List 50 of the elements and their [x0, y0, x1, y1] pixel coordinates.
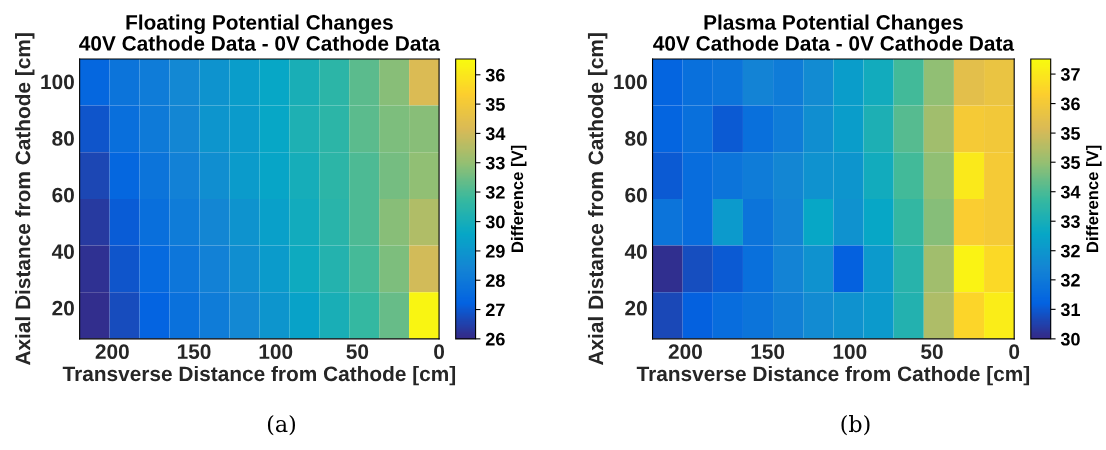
- y-axis-title: Axial Distance from Cathode [cm]: [15, 33, 35, 366]
- x-axis-title: Transverse Distance from Cathode [cm]: [636, 365, 1030, 386]
- y-tick-label: 20: [52, 300, 74, 316]
- chart-title: Plasma Potential Changes 40V Cathode Data - 0V Cathode Data: [653, 14, 1015, 51]
- color-bar-label: 27: [485, 303, 505, 317]
- text: (a): [267, 414, 296, 436]
- y-tick-label: 100: [41, 74, 74, 90]
- x-tick-label: 0: [434, 344, 445, 360]
- y-tick-label: 60: [52, 187, 74, 203]
- x-tick-label: 100: [259, 344, 293, 360]
- color-bar-label: 33: [1060, 215, 1080, 228]
- color-bar-label: 33: [485, 156, 505, 170]
- color-bar-title: Difference [V]: [510, 145, 527, 252]
- y-tick-label: 40: [51, 244, 74, 259]
- color-bar-label: 30: [1060, 332, 1080, 346]
- x-tick-label: 200: [95, 344, 129, 360]
- color-bar-label: 35: [485, 98, 505, 111]
- color-bar-label: 34: [1060, 185, 1081, 199]
- x-tick-label: 50: [346, 344, 369, 360]
- text: (b): [841, 414, 870, 436]
- y-tick-label: 20: [625, 300, 647, 316]
- y-tick-label: 80: [52, 131, 74, 146]
- color-bar-label: 32: [1060, 273, 1080, 287]
- x-tick-label: 0: [1009, 344, 1020, 360]
- color-bar-title: Difference [V]: [1086, 145, 1102, 252]
- y-tick-label: 60: [625, 187, 647, 203]
- y-axis-title: Axial Distance from Cathode [cm]: [587, 33, 608, 366]
- x-tick-label: 100: [833, 344, 867, 360]
- x-tick-label: 150: [751, 344, 785, 360]
- color-bar-label: 35: [1060, 156, 1080, 169]
- color-bar-label: 37: [1060, 68, 1080, 81]
- color-bar-label: 30: [485, 215, 505, 229]
- color-bar-label: 36: [485, 68, 505, 82]
- y-tick-label: 80: [625, 131, 647, 146]
- y-tick-label: 40: [624, 244, 647, 259]
- x-axis-title: Transverse Distance from Cathode [cm]: [62, 365, 456, 386]
- color-bar-label: 26: [485, 332, 505, 346]
- x-tick-label: 150: [177, 344, 211, 360]
- color-bar-label: 29: [485, 244, 505, 258]
- color-bar-label: 32: [1060, 244, 1080, 258]
- color-bar-label: 36: [1060, 97, 1080, 111]
- color-bar-label: 34: [485, 127, 506, 141]
- color-bar-label: 28: [485, 274, 505, 287]
- color-bar-label: 35: [1060, 127, 1080, 140]
- y-tick-label: 100: [614, 74, 647, 90]
- x-tick-label: 200: [668, 344, 702, 360]
- x-tick-label: 50: [921, 344, 943, 360]
- chart-title: Floating Potential Changes 40V Cathode Data - 0V Cathode Data: [79, 14, 441, 51]
- color-bar-label: 32: [485, 185, 505, 199]
- color-bar-label: 31: [1060, 303, 1080, 317]
